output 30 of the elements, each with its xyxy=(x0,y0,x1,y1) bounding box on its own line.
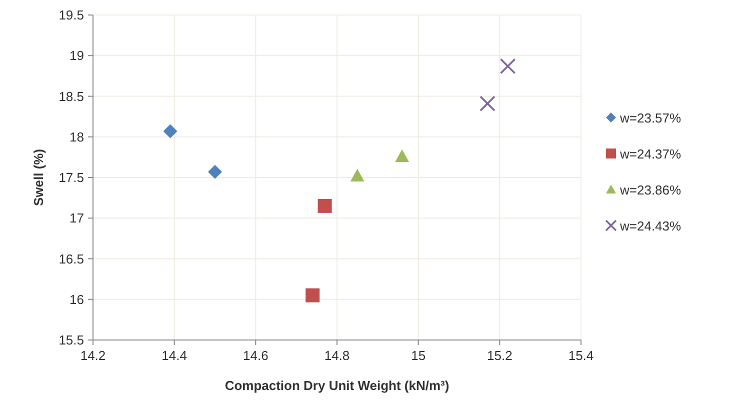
x-tick-label: 15.4 xyxy=(568,348,594,363)
y-tick-label: 17.5 xyxy=(58,170,84,185)
x-tick-label: 14.8 xyxy=(324,348,350,363)
y-tick-label: 17 xyxy=(70,210,84,226)
x-tick-label: 14.2 xyxy=(80,348,106,363)
point xyxy=(395,149,410,162)
x-tick-label: 14.6 xyxy=(243,348,268,363)
y-tick-label: 18 xyxy=(70,129,84,144)
y-tick-label: 16.5 xyxy=(58,251,84,266)
legend-label: w=23.57% xyxy=(619,110,682,126)
point xyxy=(350,168,364,182)
point xyxy=(208,164,222,179)
legend-label: w=24.37% xyxy=(619,146,682,162)
legend-label: w=24.43% xyxy=(619,218,682,234)
point xyxy=(500,58,516,74)
x-tick-label: 15 xyxy=(411,348,426,363)
y-tick-label: 18.5 xyxy=(58,88,84,104)
point xyxy=(480,96,496,112)
y-tick-label: 19.5 xyxy=(58,8,84,22)
x-axis-title: Compaction Dry Unit Weight (kN/m³) xyxy=(224,378,450,393)
point xyxy=(163,124,178,138)
y-tick-label: 19 xyxy=(70,48,84,64)
y-tick-label: 15.5 xyxy=(58,332,84,348)
x-tick-label: 14.4 xyxy=(162,348,187,363)
y-tick-label: 16 xyxy=(70,292,84,307)
point xyxy=(318,198,332,213)
x-tick-label: 15.2 xyxy=(487,348,512,363)
legend-label: w=23.86% xyxy=(619,182,682,198)
y-axis-title: Swell (%) xyxy=(31,148,46,206)
point xyxy=(306,288,320,302)
